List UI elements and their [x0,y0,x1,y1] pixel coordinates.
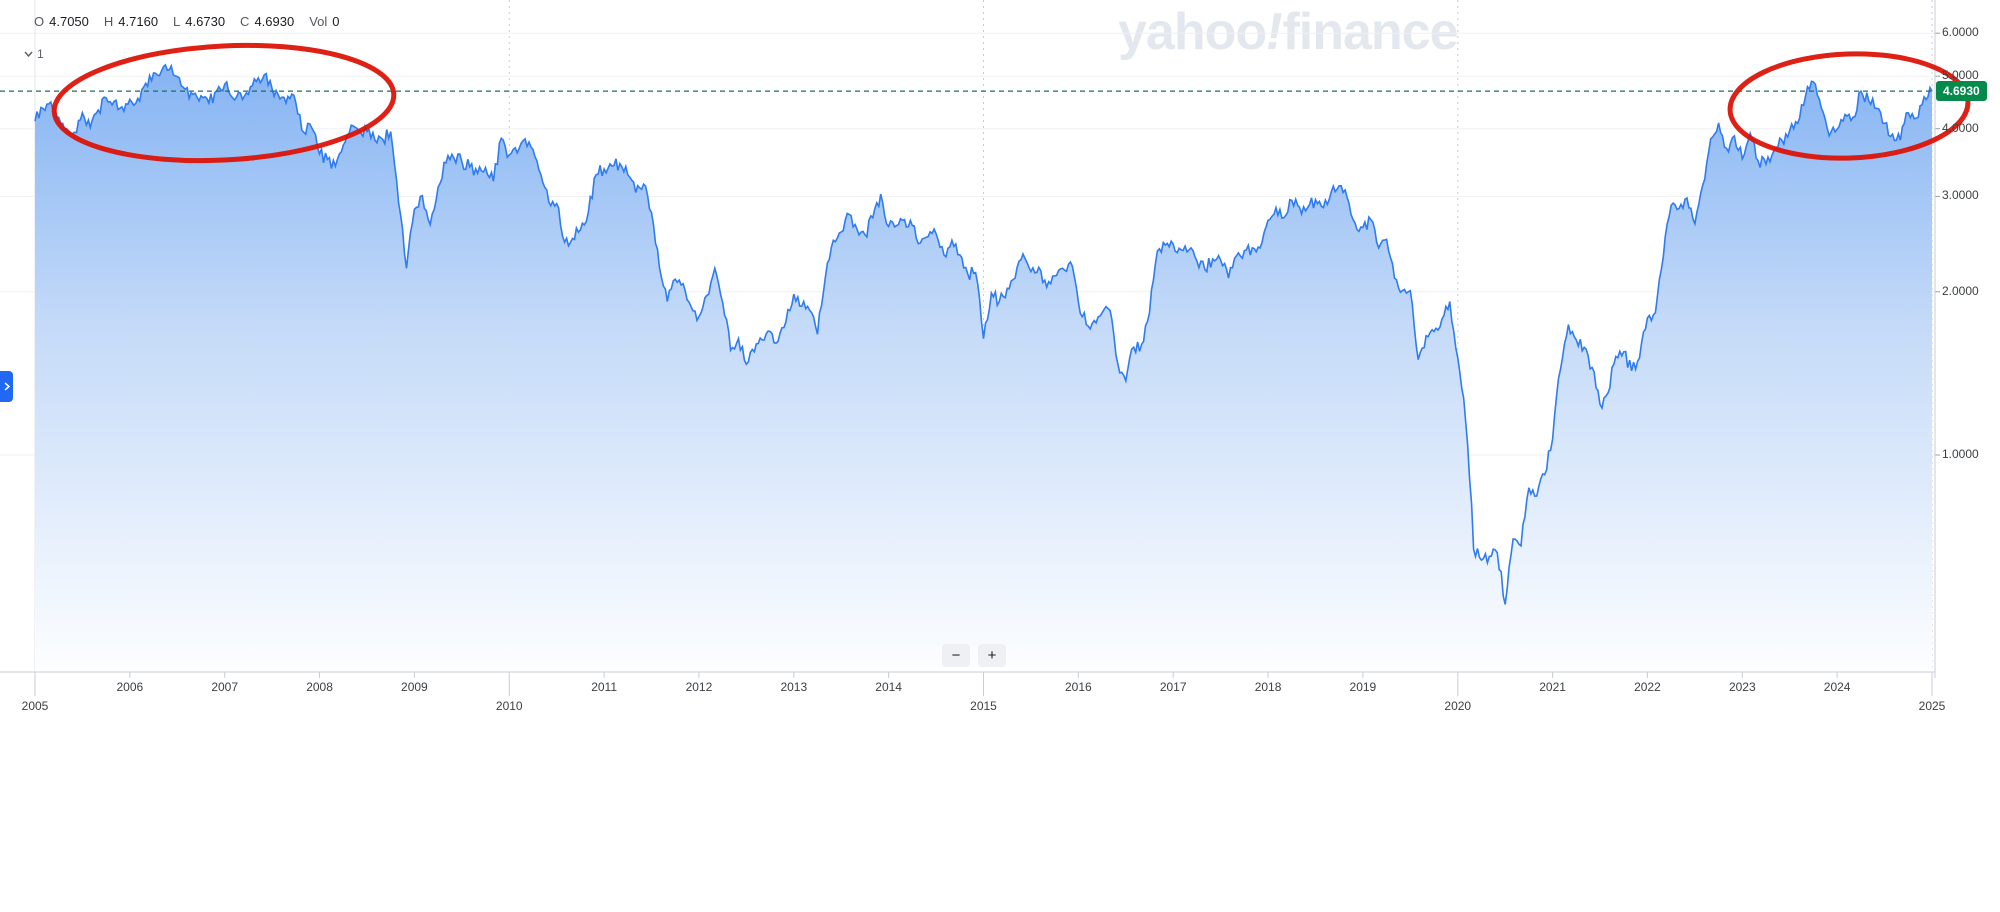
low-readout: L 4.6730 [173,14,226,29]
indicator-toggle[interactable]: 1 [24,47,44,61]
expand-panel-button[interactable] [0,371,13,402]
watermark-yahoo: yahoo [1118,3,1267,61]
close-readout: C 4.6930 [240,14,295,29]
open-readout: O 4.7050 [34,14,89,29]
indicator-count: 1 [37,47,44,61]
chevron-right-icon [4,382,10,391]
zoom-out-button[interactable]: − [942,644,970,667]
chevron-down-icon [24,51,33,57]
high-readout: H 4.7160 [103,14,159,29]
zoom-controls: − + [942,644,1006,667]
current-price-badge: 4.6930 [1936,81,1987,102]
ohlc-readout: O 4.7050 H 4.7160 L 4.6730 C 4.6930 Vol 0 [34,14,340,29]
watermark-finance: finance [1282,3,1458,61]
volume-readout: Vol 0 [309,14,340,29]
yahoo-finance-watermark: yahoo!finance [1118,2,1459,62]
zoom-in-button[interactable]: + [978,644,1006,667]
